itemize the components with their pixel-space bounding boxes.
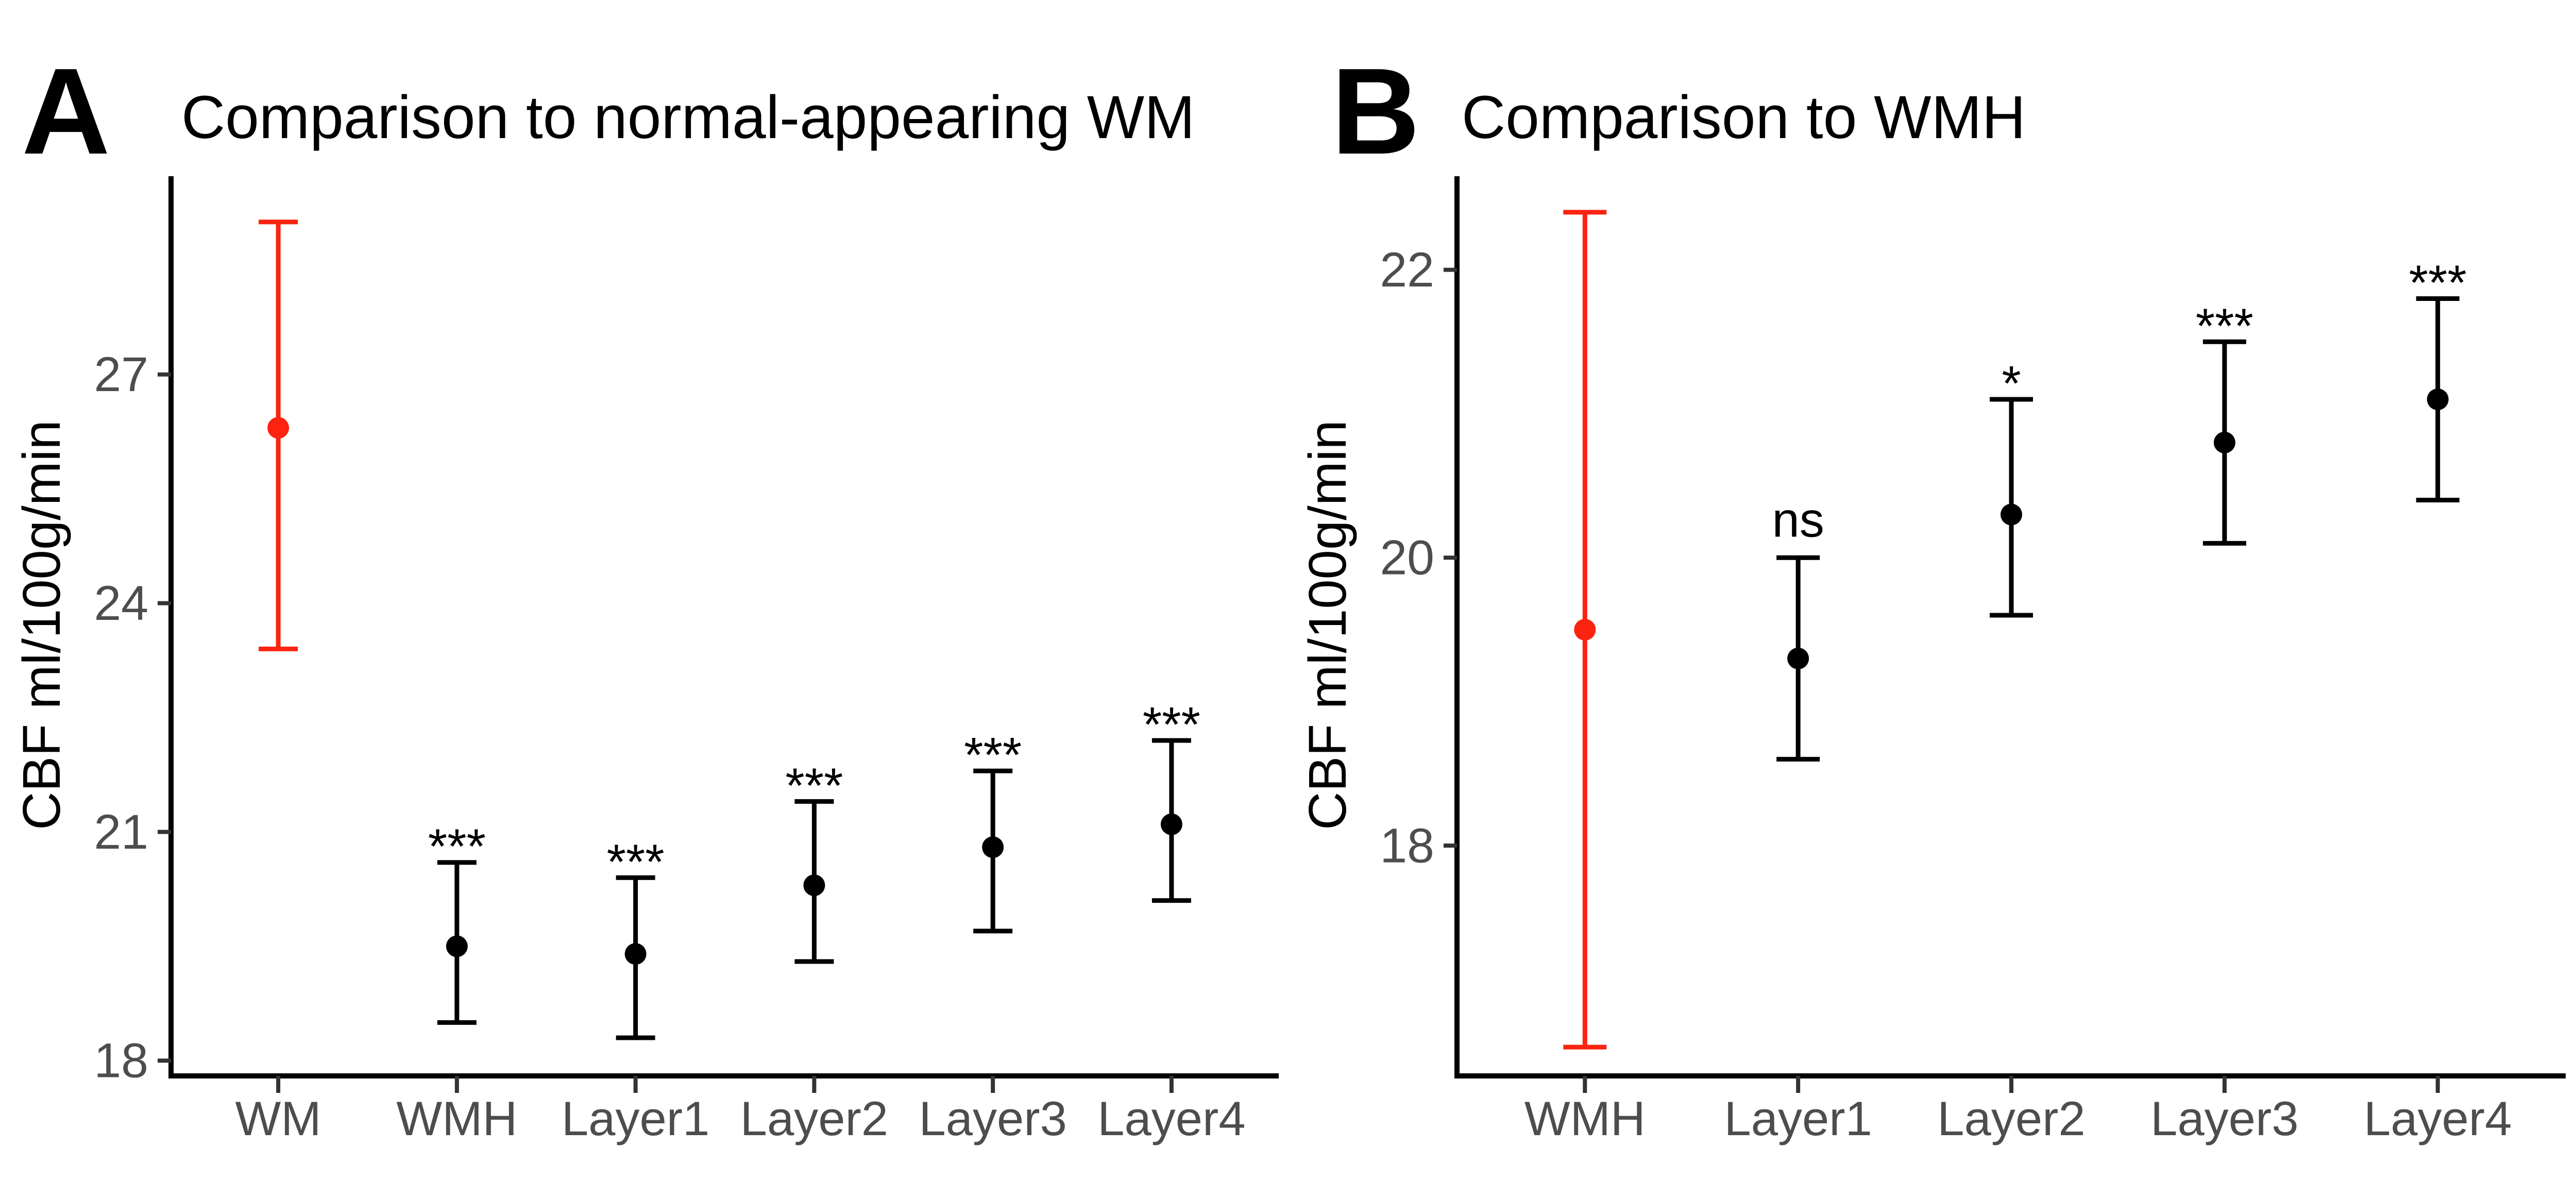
y-tick-label: 20 bbox=[1380, 531, 1434, 585]
mean-point-Layer4 bbox=[1160, 813, 1182, 835]
significance-label: *** bbox=[2196, 298, 2253, 353]
y-tick-label: 22 bbox=[1380, 243, 1434, 297]
significance-label: *** bbox=[428, 819, 486, 874]
panel-A: A Comparison to normal-appearing WM CBF ml… bbox=[12, 43, 1279, 1145]
mean-point-Layer3 bbox=[982, 836, 1004, 858]
errorbar-Layer1: *** bbox=[607, 834, 665, 1040]
x-category-label: WM bbox=[235, 1091, 321, 1145]
errorbar-Layer2: *** bbox=[785, 758, 843, 964]
significance-label: * bbox=[2002, 356, 2021, 411]
x-category-label: Layer4 bbox=[2364, 1091, 2512, 1145]
errorbar-Layer4: *** bbox=[2409, 255, 2467, 503]
x-category-label: Layer2 bbox=[740, 1091, 888, 1145]
mean-point-Layer3 bbox=[2213, 431, 2235, 453]
mean-point-Layer1 bbox=[1787, 647, 1809, 669]
y-tick-label: 18 bbox=[1380, 818, 1434, 873]
x-category-label: Layer4 bbox=[1097, 1091, 1245, 1145]
y-axis-title: CBF ml/100g/min bbox=[1298, 420, 1357, 830]
mean-point-WMH bbox=[446, 935, 468, 957]
y-tick-label: 18 bbox=[94, 1034, 148, 1088]
mean-point-Layer2 bbox=[2001, 503, 2022, 526]
significance-label: *** bbox=[785, 758, 843, 813]
significance-label: *** bbox=[1143, 697, 1200, 752]
x-category-label: Layer3 bbox=[919, 1091, 1066, 1145]
significance-label: *** bbox=[607, 834, 665, 889]
errorbar-Layer3: *** bbox=[964, 728, 1022, 934]
mean-point-Layer1 bbox=[624, 943, 647, 965]
y-tick-label: 27 bbox=[94, 347, 148, 402]
errorbar-WM bbox=[259, 220, 298, 651]
errorbar-Layer3: *** bbox=[2196, 298, 2253, 546]
errorbar-Layer2: * bbox=[1990, 356, 2033, 618]
significance-label: *** bbox=[2409, 255, 2467, 310]
errorbar-Layer1: ns bbox=[1772, 492, 1824, 762]
x-category-label: Layer3 bbox=[2150, 1091, 2298, 1145]
x-category-label: Layer1 bbox=[1724, 1091, 1872, 1145]
y-axis-title: CBF ml/100g/min bbox=[12, 420, 71, 830]
mean-point-WMH bbox=[1574, 618, 1596, 640]
panel-title: Comparison to normal-appearing WM bbox=[181, 83, 1195, 151]
panel-letter: A bbox=[22, 43, 110, 180]
x-category-label: WMH bbox=[1524, 1091, 1646, 1145]
mean-point-Layer2 bbox=[803, 874, 825, 897]
errorbar-WMH: *** bbox=[428, 819, 486, 1025]
mean-point-Layer4 bbox=[2427, 389, 2449, 411]
significance-label: *** bbox=[964, 728, 1022, 783]
significance-label: ns bbox=[1772, 492, 1824, 547]
errorbar-WMH bbox=[1563, 210, 1607, 1050]
y-tick-label: 24 bbox=[94, 576, 148, 631]
y-tick-label: 21 bbox=[94, 805, 148, 859]
x-category-label: Layer1 bbox=[562, 1091, 709, 1145]
x-category-label: Layer2 bbox=[1937, 1091, 2085, 1145]
mean-point-WM bbox=[267, 417, 290, 439]
panel-letter: B bbox=[1331, 43, 1420, 180]
panel-B: B Comparison to WMH CBF ml/100g/min 18 20 22 W… bbox=[1298, 43, 2566, 1145]
errorbar-Layer4: *** bbox=[1143, 697, 1200, 903]
panel-title: Comparison to WMH bbox=[1462, 83, 2026, 151]
x-category-label: WMH bbox=[396, 1091, 517, 1145]
